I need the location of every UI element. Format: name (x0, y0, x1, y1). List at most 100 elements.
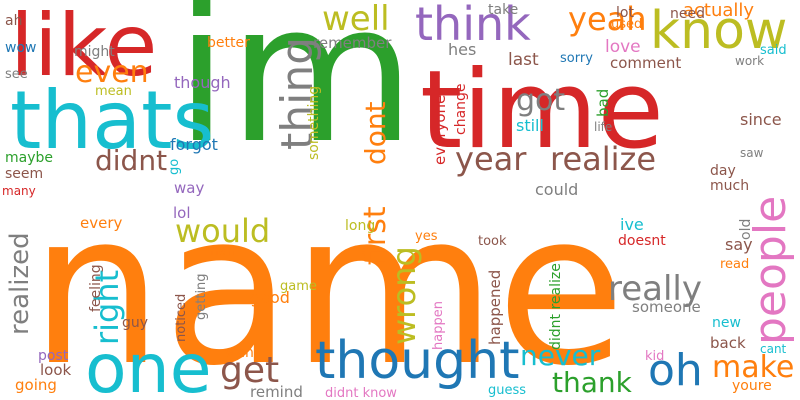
word-though: though (174, 73, 231, 92)
word-get: get (220, 350, 279, 391)
word-lol: lol (173, 204, 191, 222)
word-everyone: everyone (431, 95, 449, 165)
word-saw: saw (740, 146, 764, 160)
word-way: way (174, 179, 204, 197)
word-well: well (322, 0, 390, 39)
word-would: would (175, 212, 270, 250)
word-think: think (415, 0, 531, 51)
word-oh: oh (648, 345, 703, 396)
word-name: name (30, 167, 626, 400)
word-read: read (720, 257, 749, 272)
word-im: im (175, 0, 415, 186)
word-right: right (88, 270, 126, 345)
word-better: better (207, 35, 250, 51)
word-long: long (345, 218, 375, 234)
word-thank: thank (552, 366, 633, 399)
word-dont: dont (359, 101, 392, 165)
word-ive: ive (620, 215, 644, 234)
word-sorry: sorry (560, 51, 593, 66)
word-take: take (488, 2, 518, 18)
word-say: say (725, 235, 753, 254)
word-getting: getting (194, 273, 209, 320)
word-never: never (520, 339, 601, 372)
word-could: could (535, 180, 578, 199)
word-remember: remember (313, 34, 392, 52)
word-first: first (358, 206, 393, 265)
word-many: many (2, 184, 36, 198)
word-maybe: maybe (5, 150, 53, 166)
word-since: since (740, 110, 782, 129)
word-feeling: feeling (88, 264, 104, 312)
word-post: post (38, 348, 69, 364)
word-actually: actually (683, 0, 754, 21)
word-every: every (80, 214, 123, 232)
word-cant: cant (760, 342, 787, 356)
word-good: good (250, 288, 290, 307)
word-look: look (40, 361, 72, 379)
word-got: got (516, 83, 565, 118)
word-even: even (75, 55, 149, 90)
word-last: last (508, 50, 539, 70)
word-change: change (453, 83, 469, 135)
word-go: go (167, 159, 182, 175)
word-time: time (420, 48, 664, 173)
word-thing: thing (272, 37, 323, 150)
word-didnt-realize: didnt realize (548, 263, 564, 350)
word-see: see (5, 67, 28, 82)
word-yes: yes (415, 229, 438, 244)
word-forgot: forgot (170, 135, 218, 154)
word-work: work (735, 54, 764, 68)
word-day: day (710, 163, 736, 179)
word-really: really (608, 269, 702, 309)
word-back: back (710, 334, 746, 352)
word-realized: realized (5, 232, 35, 335)
word-yeah: yeah (568, 0, 647, 38)
word-might: might (74, 44, 115, 60)
word-man: man (205, 243, 236, 259)
word-much: much (710, 178, 749, 194)
word-didnt-know: didnt know (325, 386, 397, 400)
word-doesnt: doesnt (618, 233, 666, 249)
word-mean: mean (95, 84, 132, 99)
word-youre: youre (732, 378, 772, 394)
word-game: game (280, 279, 317, 294)
word-love: love (605, 37, 641, 57)
word-like: like (10, 0, 157, 96)
word-didnt: didnt (95, 144, 167, 177)
word-want: want (225, 345, 260, 361)
word-life: life (594, 120, 612, 134)
word-hes: hes (448, 40, 476, 59)
word-thought: thought (315, 331, 519, 391)
word-noticed: noticed (174, 294, 189, 342)
word-happen: happen (431, 301, 446, 350)
word-still: still (516, 116, 544, 135)
word-one: one (85, 330, 212, 400)
word-remind: remind (250, 383, 303, 400)
word-new: new (712, 315, 741, 331)
word-something: something (306, 86, 322, 160)
word-ah: ah (5, 13, 22, 29)
word-going: going (15, 376, 57, 394)
word-lot: lot (616, 5, 634, 21)
word-took: took (478, 234, 507, 249)
word-wow: wow (5, 40, 36, 56)
word-year: year (455, 140, 527, 178)
word-people: people (745, 196, 796, 345)
word-old: old (738, 219, 754, 240)
word-need: need (670, 6, 705, 22)
word-happened: happened (486, 270, 504, 345)
word-realize: realize (550, 140, 656, 178)
word-someone: someone (632, 298, 701, 316)
word-used: used (611, 17, 642, 32)
word-seem: seem (5, 166, 43, 182)
word-wrong: wrong (385, 246, 423, 345)
word-make: make (712, 350, 794, 385)
word-guess: guess (488, 383, 526, 398)
word-said: said (760, 43, 787, 58)
word-comment: comment (610, 54, 681, 72)
word-know: know (650, 1, 787, 61)
word-kid: kid (645, 349, 664, 364)
word-thats: thats (10, 74, 214, 167)
